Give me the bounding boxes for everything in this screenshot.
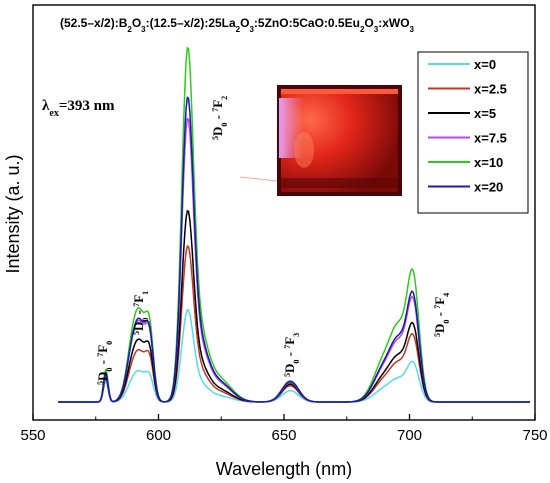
peak-label-7F2: 5D0 - 7F2 [210, 96, 229, 140]
legend-box [417, 51, 529, 214]
legend-label-x=0: x=0 [474, 57, 496, 72]
x-tick-label: 700 [397, 427, 422, 444]
x-tick-label: 600 [146, 427, 171, 444]
legend-label-x=20: x=20 [474, 180, 503, 195]
chart-title: (52.5–x/2):B2O3:(12.5–x/2):25La2O3:5ZnO:… [60, 16, 415, 34]
y-axis-label: Intensity (a. u.) [3, 154, 23, 273]
x-tick-label: 750 [522, 427, 547, 444]
legend-label-x=10: x=10 [474, 155, 503, 170]
legend-label-x=2.5: x=2.5 [474, 82, 507, 97]
excitation-label: λex=393 nm [42, 98, 115, 119]
peak-label-7F1: 5D0 - 7F1 [131, 291, 150, 335]
sample-photo-inset [277, 85, 402, 196]
legend-label-x=7.5: x=7.5 [474, 131, 507, 146]
x-tick-label: 650 [271, 427, 296, 444]
peak-label-7F4: 5D0 - 7F4 [432, 293, 451, 337]
x-axis-label: Wavelength (nm) [216, 459, 352, 479]
legend-label-x=5: x=5 [474, 106, 496, 121]
peak-label-7F3: 5D0 - 7F3 [282, 333, 301, 377]
peak-label-7F0: 5D0 - 7F0 [95, 341, 114, 385]
inset-connector-line [239, 176, 278, 182]
series-line-x=20 [58, 96, 530, 403]
series-line-x=2.5 [58, 245, 530, 403]
x-tick-label: 550 [20, 427, 45, 444]
legend: x=0 x=2.5 x=5 x=7.5 x=10 x=20 [417, 51, 529, 214]
